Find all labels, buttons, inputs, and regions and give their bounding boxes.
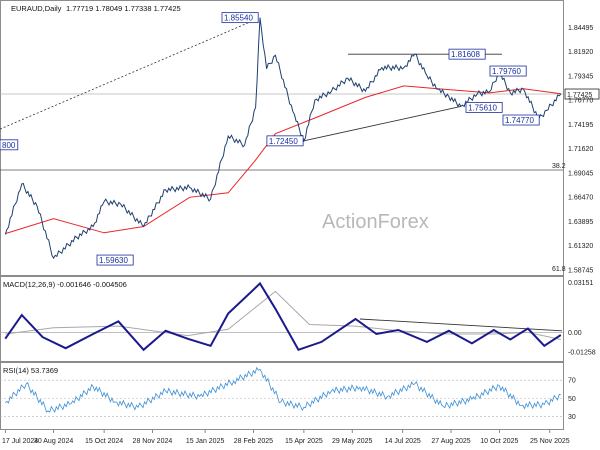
macd-line bbox=[4, 281, 562, 352]
price-tick-label: 1.76770 bbox=[568, 98, 593, 105]
price-tick-label: 1.84495 bbox=[568, 25, 593, 32]
macd-signal-line bbox=[5, 290, 561, 340]
label-recent-low-frame bbox=[502, 114, 540, 126]
rising-trend-line bbox=[303, 105, 461, 142]
macd-tick-label: 0.03151 bbox=[568, 280, 593, 287]
rsi-tick-label: 50 bbox=[568, 396, 576, 403]
label-july-high-text: 800 bbox=[2, 141, 16, 150]
price-labels-layer: 1.85540 1.81608 1.79760 1.75610 1.74770 1.724… bbox=[0, 12, 600, 266]
fib-61-label: 61.8 bbox=[552, 266, 566, 273]
price-tick-label: 1.63895 bbox=[568, 219, 593, 226]
label-swing-low: 1.75610 bbox=[465, 101, 503, 113]
label-2024-low-frame bbox=[96, 254, 134, 266]
x-tick-label: 27 Aug 2025 bbox=[431, 438, 470, 445]
series-layer bbox=[4, 17, 562, 413]
label-swing-high: 1.79760 bbox=[489, 65, 527, 77]
price-line bbox=[4, 17, 562, 260]
y-tick-layer: 1.84495 1.81920 1.79345 1.76770 1.74195 1.716… bbox=[568, 25, 596, 421]
x-tick-label: 28 Feb 2025 bbox=[234, 438, 273, 445]
x-tick-label: 14 Jul 2025 bbox=[385, 438, 421, 445]
macd-tick-label: -0.01258 bbox=[568, 350, 596, 357]
label-recent-low: 1.74770 bbox=[502, 114, 540, 126]
price-tick-label: 1.71620 bbox=[568, 146, 593, 153]
x-tick-label: 15 Jan 2025 bbox=[186, 438, 225, 445]
current-price-tag-frame bbox=[564, 88, 600, 100]
rsi-line bbox=[5, 366, 561, 413]
rsi-title: RSI(14) 53.7369 bbox=[3, 366, 58, 375]
fib-38-label: 38.2 bbox=[552, 163, 566, 170]
rsi-tick-label: 70 bbox=[568, 378, 576, 385]
chart-ohlc: 1.77719 1.78049 1.77338 1.77425 bbox=[66, 4, 181, 13]
label-resistance-text: 1.81608 bbox=[451, 50, 480, 59]
label-april-low: 1.72450 bbox=[266, 135, 304, 147]
label-high-frame bbox=[221, 12, 259, 24]
x-tick-label: 15 Oct 2024 bbox=[85, 438, 123, 445]
label-april-low-text: 1.72450 bbox=[269, 137, 298, 146]
chart-symbol: EURAUD,Daily bbox=[11, 4, 62, 13]
rsi-static-layer bbox=[0, 379, 563, 417]
label-july-high: 800 bbox=[0, 139, 19, 151]
x-tick-label: 15 Apr 2025 bbox=[285, 438, 323, 445]
watermark: ActionForex bbox=[322, 211, 429, 233]
current-price-tag: 1.77425 bbox=[564, 88, 600, 100]
rsi-panel bbox=[0, 362, 564, 430]
x-tick-label: 28 Nov 2024 bbox=[133, 438, 173, 445]
label-july-high-frame bbox=[0, 139, 19, 151]
label-swing-low-frame bbox=[465, 101, 503, 113]
rsi-tick-label: 30 bbox=[568, 414, 576, 421]
x-tick-label: 25 Nov 2025 bbox=[530, 438, 570, 445]
dotted-trend-line bbox=[0, 18, 259, 130]
price-tick-label: 1.79345 bbox=[568, 73, 593, 80]
current-price-tag-text: 1.77425 bbox=[567, 92, 592, 99]
label-recent-low-text: 1.74770 bbox=[505, 116, 534, 125]
price-tick-label: 1.69045 bbox=[568, 170, 593, 177]
price-tick-label: 1.61320 bbox=[568, 243, 593, 250]
label-resistance: 1.81608 bbox=[448, 48, 486, 60]
moving-average-line bbox=[5, 85, 561, 235]
x-tick-label: 17 Jul 2024 bbox=[2, 438, 38, 445]
price-tick-label: 1.58745 bbox=[568, 267, 593, 274]
label-april-low-frame bbox=[266, 135, 304, 147]
macd-tick-label: 0.00 bbox=[568, 330, 582, 337]
label-2024-low: 1.59630 bbox=[96, 254, 134, 266]
label-swing-low-text: 1.75610 bbox=[468, 103, 497, 112]
macd-title: MACD(12,26,9) -0.001646 -0.004506 bbox=[3, 280, 127, 289]
price-static-layer: 38.2 61.8 bbox=[0, 18, 566, 273]
label-high: 1.85540 bbox=[221, 12, 259, 24]
x-tick-label: 30 Aug 2024 bbox=[34, 438, 73, 445]
label-2024-low-text: 1.59630 bbox=[99, 256, 128, 265]
label-swing-high-frame bbox=[489, 65, 527, 77]
x-tick-label: 10 Oct 2025 bbox=[480, 438, 518, 445]
price-tick-label: 1.81920 bbox=[568, 49, 593, 56]
label-high-text: 1.85540 bbox=[224, 14, 253, 23]
label-swing-high-text: 1.79760 bbox=[492, 67, 521, 76]
x-tick-label: 29 May 2025 bbox=[332, 438, 373, 445]
price-tick-label: 1.74195 bbox=[568, 122, 593, 129]
label-resistance-frame bbox=[448, 48, 486, 60]
price-tick-label: 1.66470 bbox=[568, 195, 593, 202]
